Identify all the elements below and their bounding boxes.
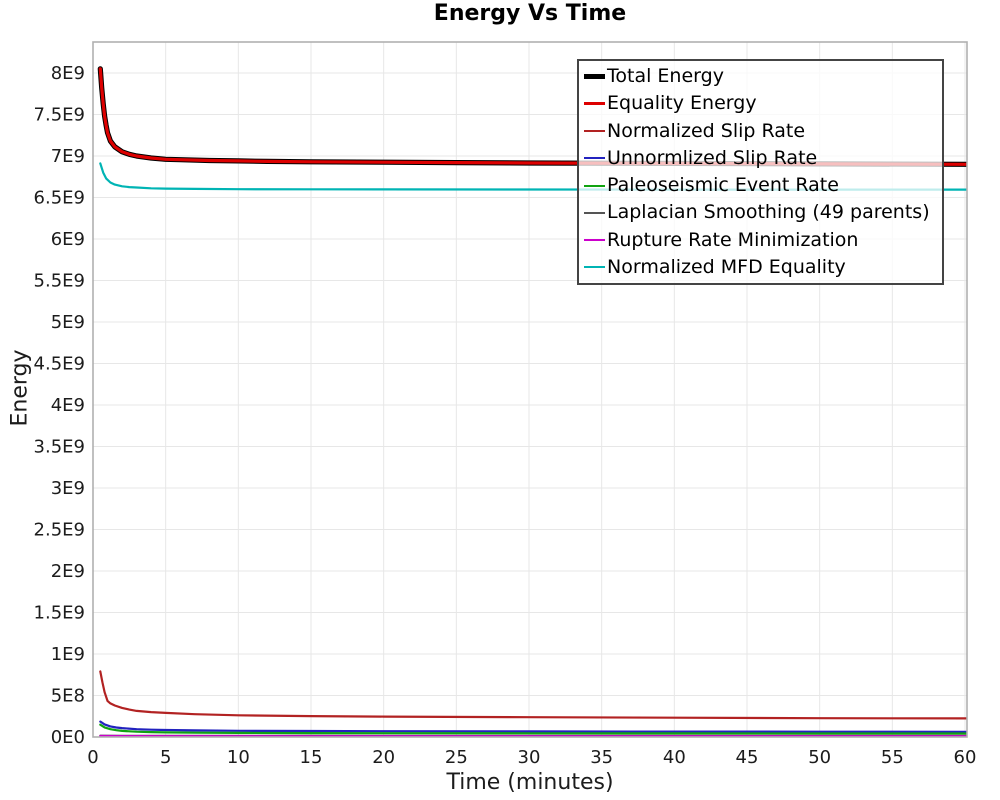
legend-label: Unnormlized Slip Rate: [607, 146, 818, 169]
x-tick-label: 15: [300, 747, 323, 768]
chart-title: Energy Vs Time: [433, 1, 627, 26]
legend-item: Total Energy: [584, 63, 942, 90]
y-tick-label: 5E9: [51, 312, 85, 333]
legend-label: Rupture Rate Minimization: [607, 228, 859, 251]
y-tick-label: 3.5E9: [34, 436, 85, 457]
y-tick-label: 6.5E9: [34, 187, 85, 208]
legend-label: Normalized MFD Equality: [607, 255, 846, 278]
y-tick-label: 5.5E9: [34, 270, 85, 291]
y-tick-label: 2E9: [51, 561, 85, 582]
y-tick-label: 7E9: [51, 146, 85, 167]
y-tick-label: 1E9: [51, 644, 85, 665]
x-tick-label: 25: [445, 747, 468, 768]
legend-swatch-icon: [584, 266, 605, 269]
x-tick-label: 5: [160, 747, 171, 768]
y-tick-label: 8E9: [51, 63, 85, 84]
y-axis-title: Energy: [7, 349, 33, 427]
legend-item: Laplacian Smoothing (49 parents): [584, 199, 942, 226]
legend-swatch-icon: [584, 184, 605, 187]
legend-swatch-icon: [584, 102, 605, 106]
x-tick-label: 55: [881, 747, 904, 768]
plot-border: [92, 41, 968, 738]
x-tick-label: 45: [736, 747, 759, 768]
x-axis-title: Time (minutes): [446, 770, 614, 795]
legend-swatch-icon: [584, 130, 605, 133]
y-tick-label: 7.5E9: [34, 104, 85, 125]
y-tick-label: 2.5E9: [34, 519, 85, 540]
y-tick-label: 1.5E9: [34, 602, 85, 623]
y-tick-label: 6E9: [51, 229, 85, 250]
legend-label: Equality Energy: [607, 92, 757, 115]
y-tick-label: 4.5E9: [34, 353, 85, 374]
series-lines: [97, 66, 967, 737]
legend-item: Unnormlized Slip Rate: [584, 145, 942, 172]
y-tick-label: 4E9: [51, 395, 85, 416]
legend-swatch-icon: [584, 157, 605, 160]
x-tick-label: 50: [808, 747, 831, 768]
series-line-4: [99, 723, 967, 735]
legend-swatch-icon: [584, 211, 605, 214]
legend-item: Rupture Rate Minimization: [584, 227, 942, 254]
legend-label: Laplacian Smoothing (49 parents): [607, 201, 930, 224]
series-line-1: [98, 67, 967, 166]
x-tick-label: 40: [663, 747, 686, 768]
axis-ticks: 0 5 10 15 20 25 30 35 40 45 50 55 60 0E0 5E8 1E9 1.5E9 2E…: [34, 41, 977, 768]
y-tick-label: 5E8: [51, 685, 85, 706]
y-tick-label: 0E0: [51, 727, 85, 748]
legend-label: Total Energy: [607, 65, 724, 88]
series-line-3: [99, 720, 967, 733]
series-line-7: [99, 162, 967, 191]
x-tick-label: 20: [372, 747, 395, 768]
legend-item: Normalized MFD Equality: [584, 254, 942, 281]
legend-item: Paleoseismic Event Rate: [584, 172, 942, 199]
x-tick-label: 35: [590, 747, 613, 768]
x-tick-label: 60: [954, 747, 977, 768]
legend-swatch-icon: [584, 239, 605, 242]
legend-swatch-icon: [584, 74, 605, 80]
x-tick-label: 0: [87, 747, 98, 768]
y-tick-label: 3E9: [51, 478, 85, 499]
legend-item: Equality Energy: [584, 90, 942, 117]
x-tick-label: 30: [518, 747, 541, 768]
legend-label: Normalized Slip Rate: [607, 119, 806, 142]
x-tick-label: 10: [227, 747, 250, 768]
legend: Total Energy Equality Energy Normalized …: [577, 59, 944, 285]
legend-label: Paleoseismic Event Rate: [607, 174, 839, 197]
series-line-2: [99, 670, 967, 720]
legend-item: Normalized Slip Rate: [584, 118, 942, 145]
